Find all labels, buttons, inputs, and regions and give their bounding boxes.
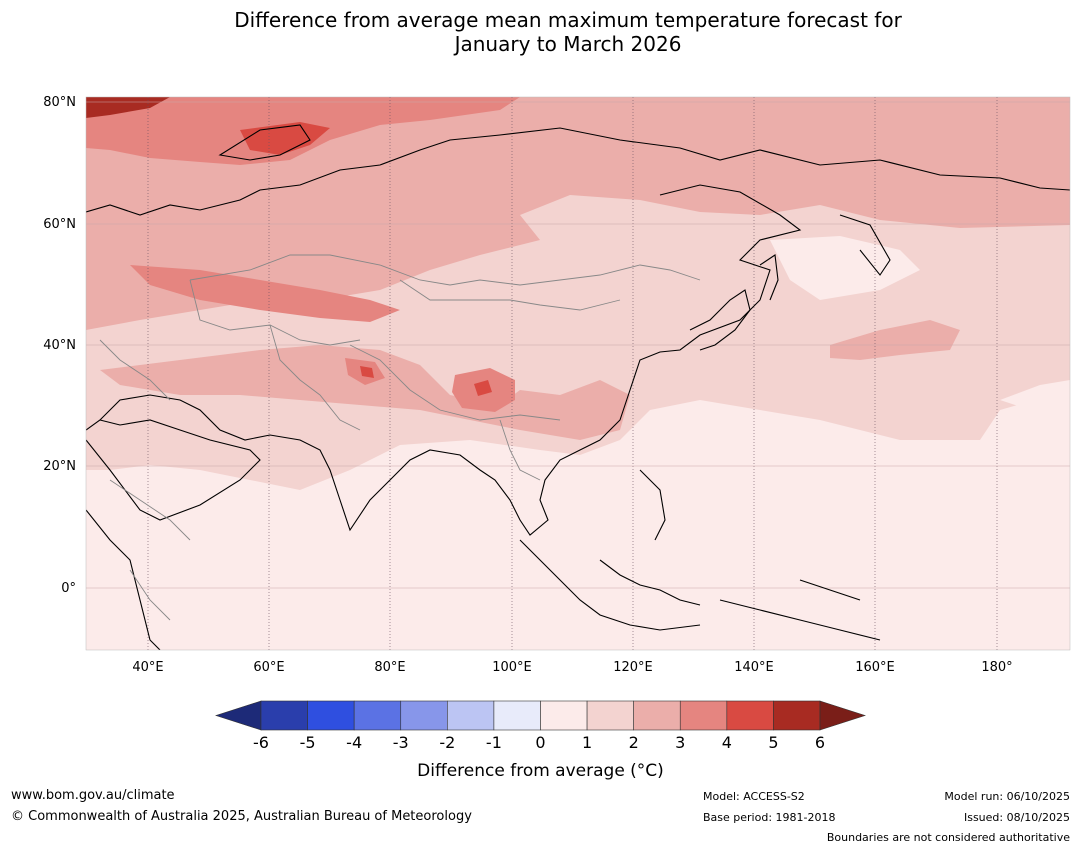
colorbar-swatch bbox=[726, 700, 774, 731]
anomaly-band-4-5-pamir-core bbox=[360, 366, 374, 378]
anomaly-band-0-1-pacific bbox=[1000, 380, 1070, 410]
colorbar-label: Difference from average (°C) bbox=[417, 761, 664, 781]
longitude-label: 140°E bbox=[734, 660, 774, 675]
colorbar-over-arrow bbox=[819, 700, 866, 731]
colorbar-swatch bbox=[679, 700, 728, 731]
colorbar-tick-label: -3 bbox=[392, 733, 409, 752]
longitude-label: 180° bbox=[981, 660, 1013, 675]
footer-issued: Issued: 08/10/2025 bbox=[963, 811, 1070, 824]
colorbar-tick-label: 1 bbox=[581, 733, 593, 752]
anomaly-band-2-3-pacific bbox=[830, 320, 960, 360]
colorbar-tick-label: 4 bbox=[721, 733, 732, 752]
anomaly-band-4-5-tibet-core bbox=[474, 380, 492, 396]
latitude-lines bbox=[86, 101, 1070, 589]
colorbar-under-arrow bbox=[215, 700, 262, 731]
anomaly-band-2-3-central-asia bbox=[100, 345, 630, 440]
map-title: Difference from average mean maximum tem… bbox=[0, 8, 1081, 56]
latitude-label: 20°N bbox=[43, 459, 76, 474]
colorbar-tick-label: 6 bbox=[814, 733, 826, 752]
anomaly-band-0-1-kamchatka bbox=[770, 236, 920, 300]
graticule bbox=[147, 97, 998, 650]
anomaly-band-4-5-barents bbox=[240, 122, 330, 155]
coastlines bbox=[86, 124, 1070, 650]
colorbar-swatch bbox=[633, 700, 681, 731]
colorbar-tick-label: -2 bbox=[439, 733, 456, 752]
colorbar-tick-label: 5 bbox=[768, 733, 779, 752]
longitude-label: 40°E bbox=[132, 660, 164, 675]
colorbar bbox=[215, 700, 866, 731]
title-line-1: Difference from average mean maximum tem… bbox=[234, 8, 902, 32]
longitude-label: 100°E bbox=[492, 660, 532, 675]
colorbar-swatch bbox=[586, 700, 634, 731]
footer-disclaimer: Boundaries are not considered authoritat… bbox=[826, 831, 1070, 844]
longitude-label: 80°E bbox=[374, 660, 406, 675]
latitude-label: 0° bbox=[61, 581, 76, 596]
footer-url[interactable]: www.bom.gov.au/climate bbox=[11, 788, 175, 803]
latitude-label: 80°N bbox=[43, 95, 76, 110]
longitude-label: 120°E bbox=[613, 660, 653, 675]
footer-model-run: Model run: 06/10/2025 bbox=[944, 790, 1070, 803]
colorbar-swatch bbox=[400, 700, 448, 731]
colorbar-tick-label: -5 bbox=[299, 733, 316, 752]
colorbar-tick-label: -4 bbox=[346, 733, 363, 752]
anomaly-band-3-4-kazakhstan bbox=[130, 265, 400, 322]
map-frame bbox=[85, 96, 1071, 651]
colorbar-swatch bbox=[307, 700, 355, 731]
colorbar-swatch bbox=[353, 700, 402, 731]
colorbar-tick-label: 0 bbox=[535, 733, 546, 752]
footer-base-period: Base period: 1981-2018 bbox=[703, 811, 836, 824]
colorbar-swatch bbox=[493, 700, 541, 731]
longitude-label: 60°E bbox=[253, 660, 285, 675]
title-line-2: January to March 2026 bbox=[454, 32, 682, 56]
colorbar-swatch bbox=[260, 700, 308, 731]
anomaly-band-2-3 bbox=[86, 97, 1070, 330]
longitude-label: 160°E bbox=[855, 660, 895, 675]
footer-model: Model: ACCESS-S2 bbox=[703, 790, 805, 803]
latitude-label: 40°N bbox=[43, 338, 76, 353]
country-borders bbox=[99, 254, 701, 621]
latitude-label: 60°N bbox=[43, 217, 76, 232]
footer-copyright: © Commonwealth of Australia 2025, Austra… bbox=[11, 809, 472, 824]
colorbar-tick-label: -1 bbox=[485, 733, 502, 752]
colorbar-swatch bbox=[773, 700, 821, 731]
colorbar-tick-label: -6 bbox=[253, 733, 269, 752]
colorbar-swatch bbox=[540, 700, 588, 731]
colorbar-swatch bbox=[447, 700, 495, 731]
colorbar-tick-label: 2 bbox=[628, 733, 639, 752]
colorbar-tick-label: 3 bbox=[675, 733, 686, 752]
map-panel bbox=[86, 97, 1070, 650]
